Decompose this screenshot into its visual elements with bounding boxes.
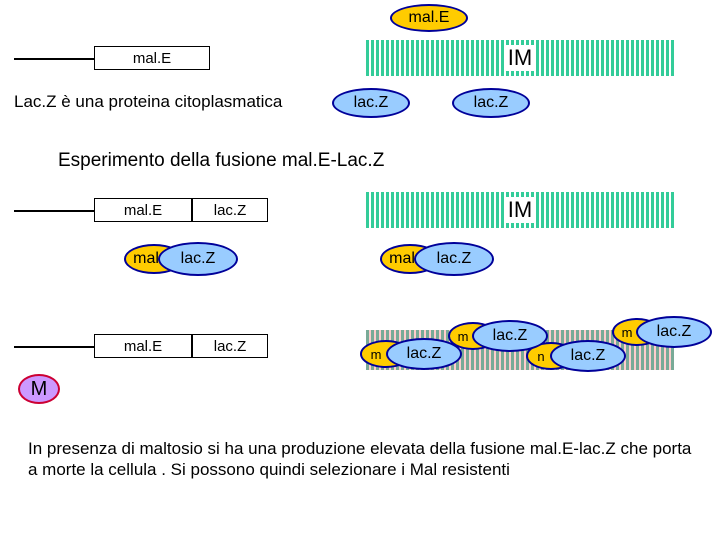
fusion-cluster-lacz-d: lac.Z	[636, 316, 712, 348]
gene-box-label: mal.E	[124, 338, 162, 355]
gene-line-1	[14, 58, 94, 60]
membrane-2: IM	[366, 192, 674, 228]
m-label: M	[31, 378, 48, 401]
gene-box-lacz-2: lac.Z	[192, 198, 268, 222]
lacz-label: lac.Z	[407, 345, 442, 363]
lacz-label: lac.Z	[437, 250, 472, 268]
bottom-text: In presenza di maltosio si ha una produz…	[28, 438, 698, 481]
gene-box-label: mal.E	[124, 202, 162, 219]
gene-box-label: lac.Z	[214, 202, 247, 219]
bottom-text-content: In presenza di maltosio si ha una produz…	[28, 439, 691, 479]
title-content: Esperimento della fusione mal.E-Lac.Z	[58, 150, 384, 171]
mal-prefix: mal	[133, 250, 159, 268]
im-label-2: IM	[504, 197, 536, 223]
lacz-oval-1: lac.Z	[332, 88, 410, 118]
lacz-label: lac.Z	[474, 94, 509, 112]
fusion-lacz-oval-r1: lac.Z	[414, 242, 494, 276]
gene-line-3	[14, 346, 94, 348]
lacz-label: lac.Z	[571, 347, 606, 365]
m-prefix: m	[371, 347, 382, 362]
title-text: Esperimento della fusione mal.E-Lac.Z	[58, 150, 384, 172]
m-prefix: m	[458, 329, 469, 344]
gene-line-2	[14, 210, 94, 212]
lacz-label: lac.Z	[181, 250, 216, 268]
gene-box-label: lac.Z	[214, 338, 247, 355]
membrane-1: IM	[366, 40, 674, 76]
text-line1: Lac.Z è una proteina citoplasmatica	[14, 92, 282, 112]
fusion-lacz-oval-l1: lac.Z	[158, 242, 238, 276]
im-label-1: IM	[504, 45, 536, 71]
male-oval-top: mal.E	[390, 4, 468, 32]
lacz-label: lac.Z	[657, 323, 692, 341]
text-line1-content: Lac.Z è una proteina citoplasmatica	[14, 92, 282, 111]
n-prefix: n	[537, 349, 544, 364]
fusion-cluster-lacz-b: lac.Z	[472, 320, 548, 352]
gene-box-male-1: mal.E	[94, 46, 210, 70]
m-prefix: m	[622, 325, 633, 340]
gene-box-lacz-3: lac.Z	[192, 334, 268, 358]
gene-box-male-3: mal.E	[94, 334, 192, 358]
fusion-cluster-lacz-c: lac.Z	[550, 340, 626, 372]
lacz-label: lac.Z	[354, 94, 389, 112]
gene-box-label: mal.E	[133, 50, 171, 67]
m-circle: M	[18, 374, 60, 404]
mal-prefix: mal	[389, 250, 415, 268]
male-label: mal.E	[409, 9, 450, 27]
lacz-oval-2: lac.Z	[452, 88, 530, 118]
lacz-label: lac.Z	[493, 327, 528, 345]
gene-box-male-2: mal.E	[94, 198, 192, 222]
